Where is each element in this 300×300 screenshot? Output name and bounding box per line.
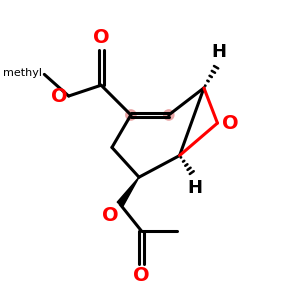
Text: O: O [93, 28, 110, 47]
Text: O: O [102, 206, 119, 225]
Text: methyl: methyl [3, 68, 42, 78]
Text: O: O [134, 266, 150, 286]
Circle shape [164, 110, 174, 120]
Polygon shape [117, 177, 139, 206]
Text: H: H [187, 178, 202, 196]
Text: O: O [51, 86, 67, 106]
Text: H: H [211, 43, 226, 61]
Circle shape [126, 110, 136, 120]
Text: O: O [222, 114, 239, 133]
